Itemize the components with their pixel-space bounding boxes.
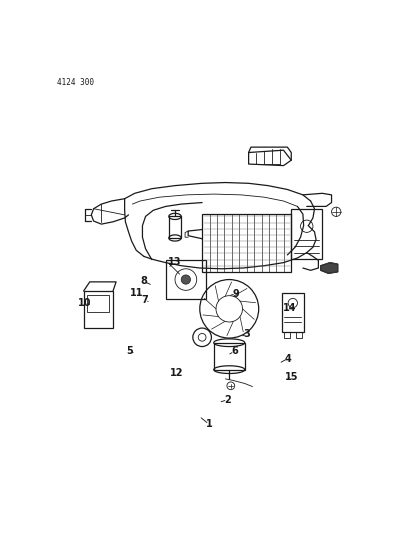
- Text: 2: 2: [224, 394, 231, 405]
- Bar: [166, 260, 206, 299]
- Bar: [87, 295, 109, 312]
- Text: 1: 1: [206, 419, 213, 429]
- Text: 12: 12: [170, 368, 184, 377]
- Polygon shape: [321, 263, 338, 273]
- Bar: [84, 291, 113, 328]
- Bar: [214, 343, 245, 370]
- Text: 8: 8: [141, 277, 148, 286]
- Text: 3: 3: [244, 329, 251, 339]
- Circle shape: [181, 275, 191, 284]
- Text: 13: 13: [168, 257, 181, 267]
- Bar: [291, 209, 322, 259]
- Text: 11: 11: [130, 288, 143, 298]
- Text: 4124 300: 4124 300: [57, 78, 94, 87]
- Text: 7: 7: [142, 295, 149, 305]
- Text: 14: 14: [283, 303, 297, 313]
- Text: 10: 10: [78, 298, 92, 308]
- Text: 5: 5: [126, 346, 133, 356]
- Bar: [282, 294, 304, 332]
- Bar: [202, 214, 291, 272]
- Bar: [169, 216, 181, 238]
- Text: 4: 4: [284, 353, 291, 364]
- Text: 9: 9: [233, 289, 239, 299]
- Text: 15: 15: [285, 372, 299, 382]
- Text: 6: 6: [231, 346, 238, 356]
